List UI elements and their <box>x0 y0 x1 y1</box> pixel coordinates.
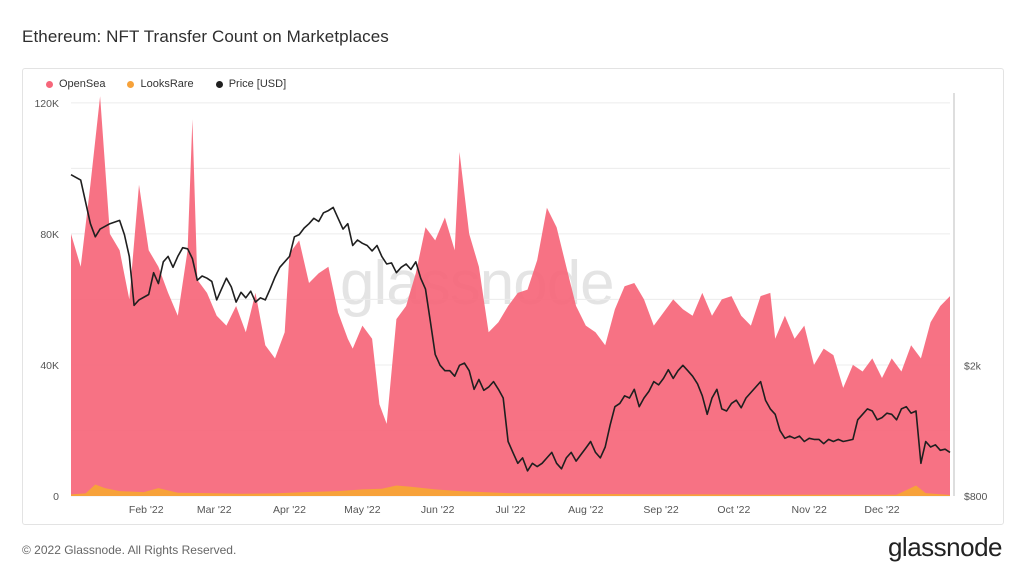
y-right-tick-label: $800 <box>964 491 988 503</box>
legend-item-opensea[interactable]: OpenSea <box>46 78 105 90</box>
legend-label-opensea: OpenSea <box>59 78 106 90</box>
y-left-tick-label: 40K <box>40 360 59 372</box>
x-tick-label: Feb '22 <box>129 504 164 516</box>
chart-legend: OpenSea LooksRare Price [USD] <box>46 78 286 90</box>
x-tick-label: Oct '22 <box>717 504 750 516</box>
x-tick-label: Aug '22 <box>568 504 603 516</box>
price-line-series <box>70 174 951 472</box>
y-left-tick-label: 80K <box>40 229 59 241</box>
x-tick-label: Jul '22 <box>495 504 525 516</box>
looksrare-legend-dot-icon <box>127 80 135 88</box>
x-tick-label: Apr '22 <box>273 504 306 516</box>
legend-item-price[interactable]: Price [USD] <box>215 78 287 90</box>
x-tick-label: Nov '22 <box>792 504 827 516</box>
x-tick-label: May '22 <box>344 504 381 516</box>
y-left-tick-label: 120K <box>34 98 59 110</box>
legend-item-looksrare[interactable]: LooksRare <box>127 78 194 90</box>
price-legend-dot-icon <box>215 80 223 88</box>
chart-title: Ethereum: NFT Transfer Count on Marketpl… <box>22 27 389 46</box>
x-tick-label: Sep '22 <box>643 504 678 516</box>
opensea-area-series <box>71 96 950 497</box>
opensea-legend-dot-icon <box>46 80 53 88</box>
copyright-text: © 2022 Glassnode. All Rights Reserved. <box>22 543 237 557</box>
y-right-tick-label: $2k <box>964 360 982 372</box>
x-tick-label: Jun '22 <box>421 504 455 516</box>
looksrare-area-series <box>71 484 950 496</box>
legend-label-looksrare: LooksRare <box>140 78 194 90</box>
x-tick-label: Mar '22 <box>197 504 232 516</box>
x-tick-label: Dec '22 <box>864 504 899 516</box>
y-left-tick-label: 0 <box>53 491 59 503</box>
glassnode-logo[interactable]: glassnode <box>887 532 1003 562</box>
legend-label-price: Price [USD] <box>228 78 287 90</box>
